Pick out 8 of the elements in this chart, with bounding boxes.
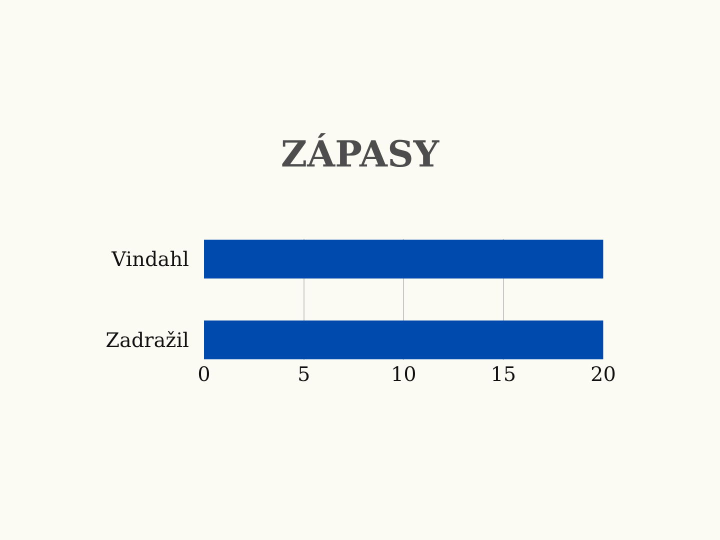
y-tick-label: Vindahl [110,247,189,272]
x-tick-label: 10 [390,362,416,386]
x-tick-label: 5 [297,362,310,386]
y-tick-label: Zadražil [106,328,189,352]
x-tick-label: 0 [198,362,210,386]
x-tick-label: 15 [490,362,516,386]
x-tick-label: 20 [590,362,616,386]
chart-title: ZÁPASY [280,132,440,176]
